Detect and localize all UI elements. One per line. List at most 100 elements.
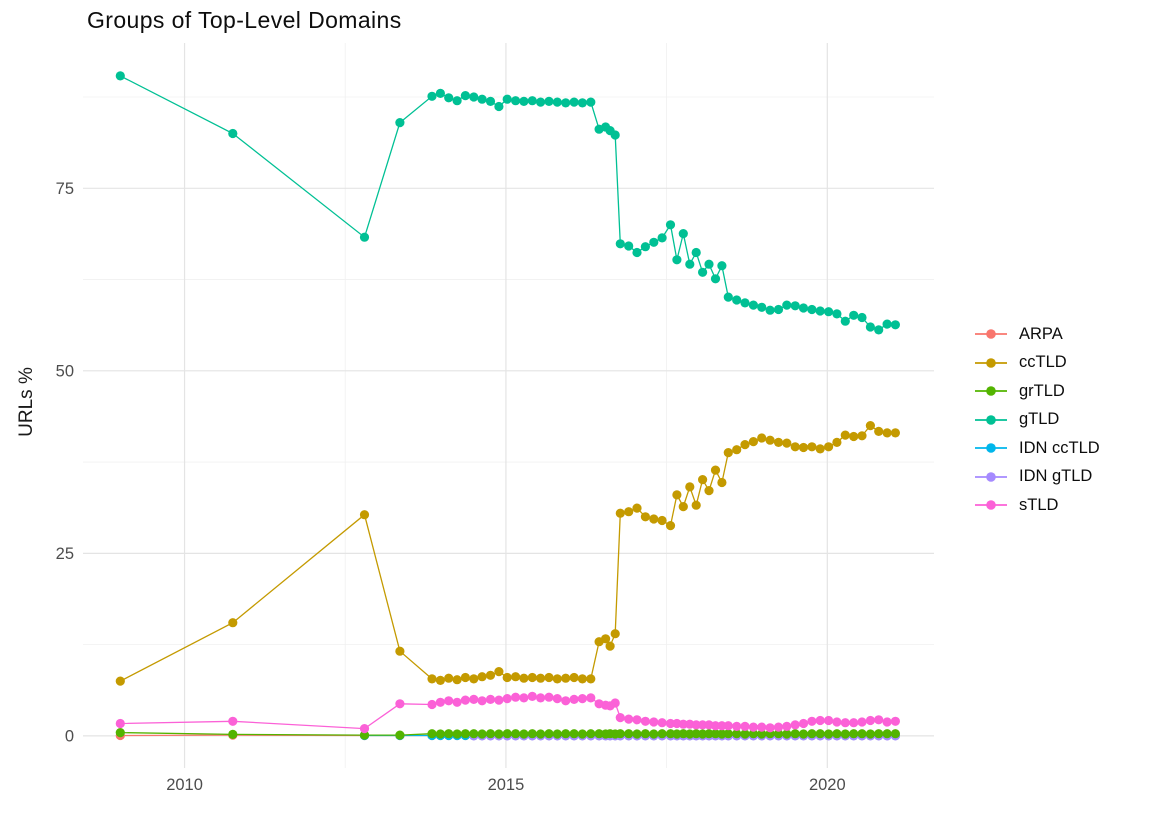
series-point-cctld — [586, 674, 596, 684]
series-point-grtld — [536, 729, 546, 739]
series-point-stld — [874, 715, 884, 725]
series-point-gtld — [435, 88, 445, 98]
series-point-stld — [452, 697, 462, 707]
series-point-cctld — [115, 676, 125, 686]
series-point-cctld — [624, 507, 634, 517]
series-point-gtld — [765, 305, 775, 315]
series-point-cctld — [782, 438, 792, 448]
series-point-grtld — [824, 729, 834, 739]
y-tick-label: 75 — [56, 180, 74, 198]
y-tick-label: 25 — [56, 545, 74, 563]
series-point-gtld — [444, 93, 454, 103]
legend-label-idn-gtld: IDN gTLD — [1019, 467, 1093, 486]
series-point-cctld — [427, 674, 437, 684]
legend-item-stld: sTLD — [974, 491, 1100, 520]
series-point-grtld — [561, 729, 571, 739]
series-point-grtld — [485, 729, 496, 739]
series-point-cctld — [615, 508, 625, 518]
series-point-stld — [807, 716, 817, 726]
series-point-gtld — [704, 259, 714, 269]
series-point-grtld — [452, 729, 462, 739]
series-point-stld — [732, 721, 742, 732]
series-point-gtld — [815, 306, 825, 316]
series-point-grtld — [882, 729, 892, 739]
series-point-stld — [610, 698, 620, 708]
series-point-grtld — [807, 729, 817, 739]
series-point-gtld — [569, 97, 579, 107]
series-point-stld — [519, 693, 529, 703]
series-point-grtld — [748, 729, 759, 739]
series-point-cctld — [228, 618, 238, 628]
series-point-stld — [798, 718, 809, 729]
legend-item-idn-gtld: IDN gTLD — [974, 463, 1100, 492]
series-point-grtld — [757, 729, 767, 739]
series-point-stld — [815, 715, 825, 726]
y-tick-label: 50 — [56, 363, 74, 381]
series-point-stld — [790, 720, 800, 730]
legend-item-grtld: grTLD — [974, 377, 1100, 406]
series-point-gtld — [657, 233, 667, 243]
series-point-grtld — [527, 729, 537, 739]
series-point-grtld — [502, 729, 512, 739]
series-point-cctld — [874, 426, 884, 436]
legend-key-icon — [975, 329, 1007, 340]
series-point-gtld — [477, 94, 487, 104]
series-point-cctld — [657, 515, 667, 526]
series-point-cctld — [807, 442, 817, 452]
series-point-grtld — [427, 729, 437, 739]
series-point-gtld — [840, 316, 850, 326]
series-point-grtld — [494, 729, 504, 739]
series-point-gtld — [698, 267, 708, 277]
series-point-cctld — [552, 674, 562, 684]
legend-item-gtld: gTLD — [974, 406, 1100, 435]
series-point-gtld — [717, 261, 727, 271]
legend-key-icon — [975, 471, 1007, 482]
series-point-cctld — [544, 672, 554, 683]
series-point-cctld — [536, 673, 546, 683]
series-point-cctld — [527, 672, 537, 683]
chart-title: Groups of Top-Level Domains — [87, 7, 402, 33]
series-point-stld — [359, 724, 370, 734]
legend-key-icon — [975, 500, 1007, 511]
series-point-stld — [890, 716, 901, 726]
series-point-stld — [536, 693, 546, 703]
series-point-gtld — [610, 130, 620, 140]
series-point-cctld — [494, 667, 504, 677]
series-point-grtld — [678, 729, 688, 739]
series-point-gtld — [469, 92, 479, 102]
series-point-stld — [527, 691, 537, 702]
series-point-stld — [717, 721, 727, 731]
series-point-stld — [561, 696, 571, 706]
series-point-grtld — [359, 730, 370, 740]
series-point-stld — [477, 696, 487, 706]
series-point-gtld — [359, 232, 370, 242]
series-point-stld — [115, 718, 125, 729]
series-point-stld — [765, 723, 775, 733]
series-point-gtld — [502, 94, 512, 104]
series-point-cctld — [444, 673, 454, 683]
series-point-stld — [824, 715, 834, 726]
series-point-cctld — [678, 502, 688, 512]
series-point-gtld — [740, 298, 750, 308]
series-point-grtld — [569, 729, 579, 739]
series-point-grtld — [435, 729, 445, 739]
series-point-gtld — [615, 239, 625, 249]
series-point-gtld — [519, 96, 529, 106]
series-point-cctld — [477, 672, 487, 682]
series-point-gtld — [527, 96, 537, 106]
series-point-gtld — [665, 220, 676, 230]
series-point-cctld — [732, 445, 742, 455]
series-point-stld — [773, 722, 784, 732]
series-point-cctld — [723, 448, 733, 458]
series-point-stld — [710, 721, 721, 731]
legend-item-cctld: ccTLD — [974, 349, 1100, 378]
series-point-gtld — [757, 302, 767, 312]
series-line-gtld — [120, 75, 896, 331]
series-point-gtld — [865, 322, 876, 332]
series-point-cctld — [832, 437, 842, 447]
series-point-gtld — [510, 96, 521, 106]
series-point-stld — [469, 694, 479, 705]
legend-label-gtld: gTLD — [1019, 410, 1060, 429]
series-point-gtld — [395, 118, 405, 128]
